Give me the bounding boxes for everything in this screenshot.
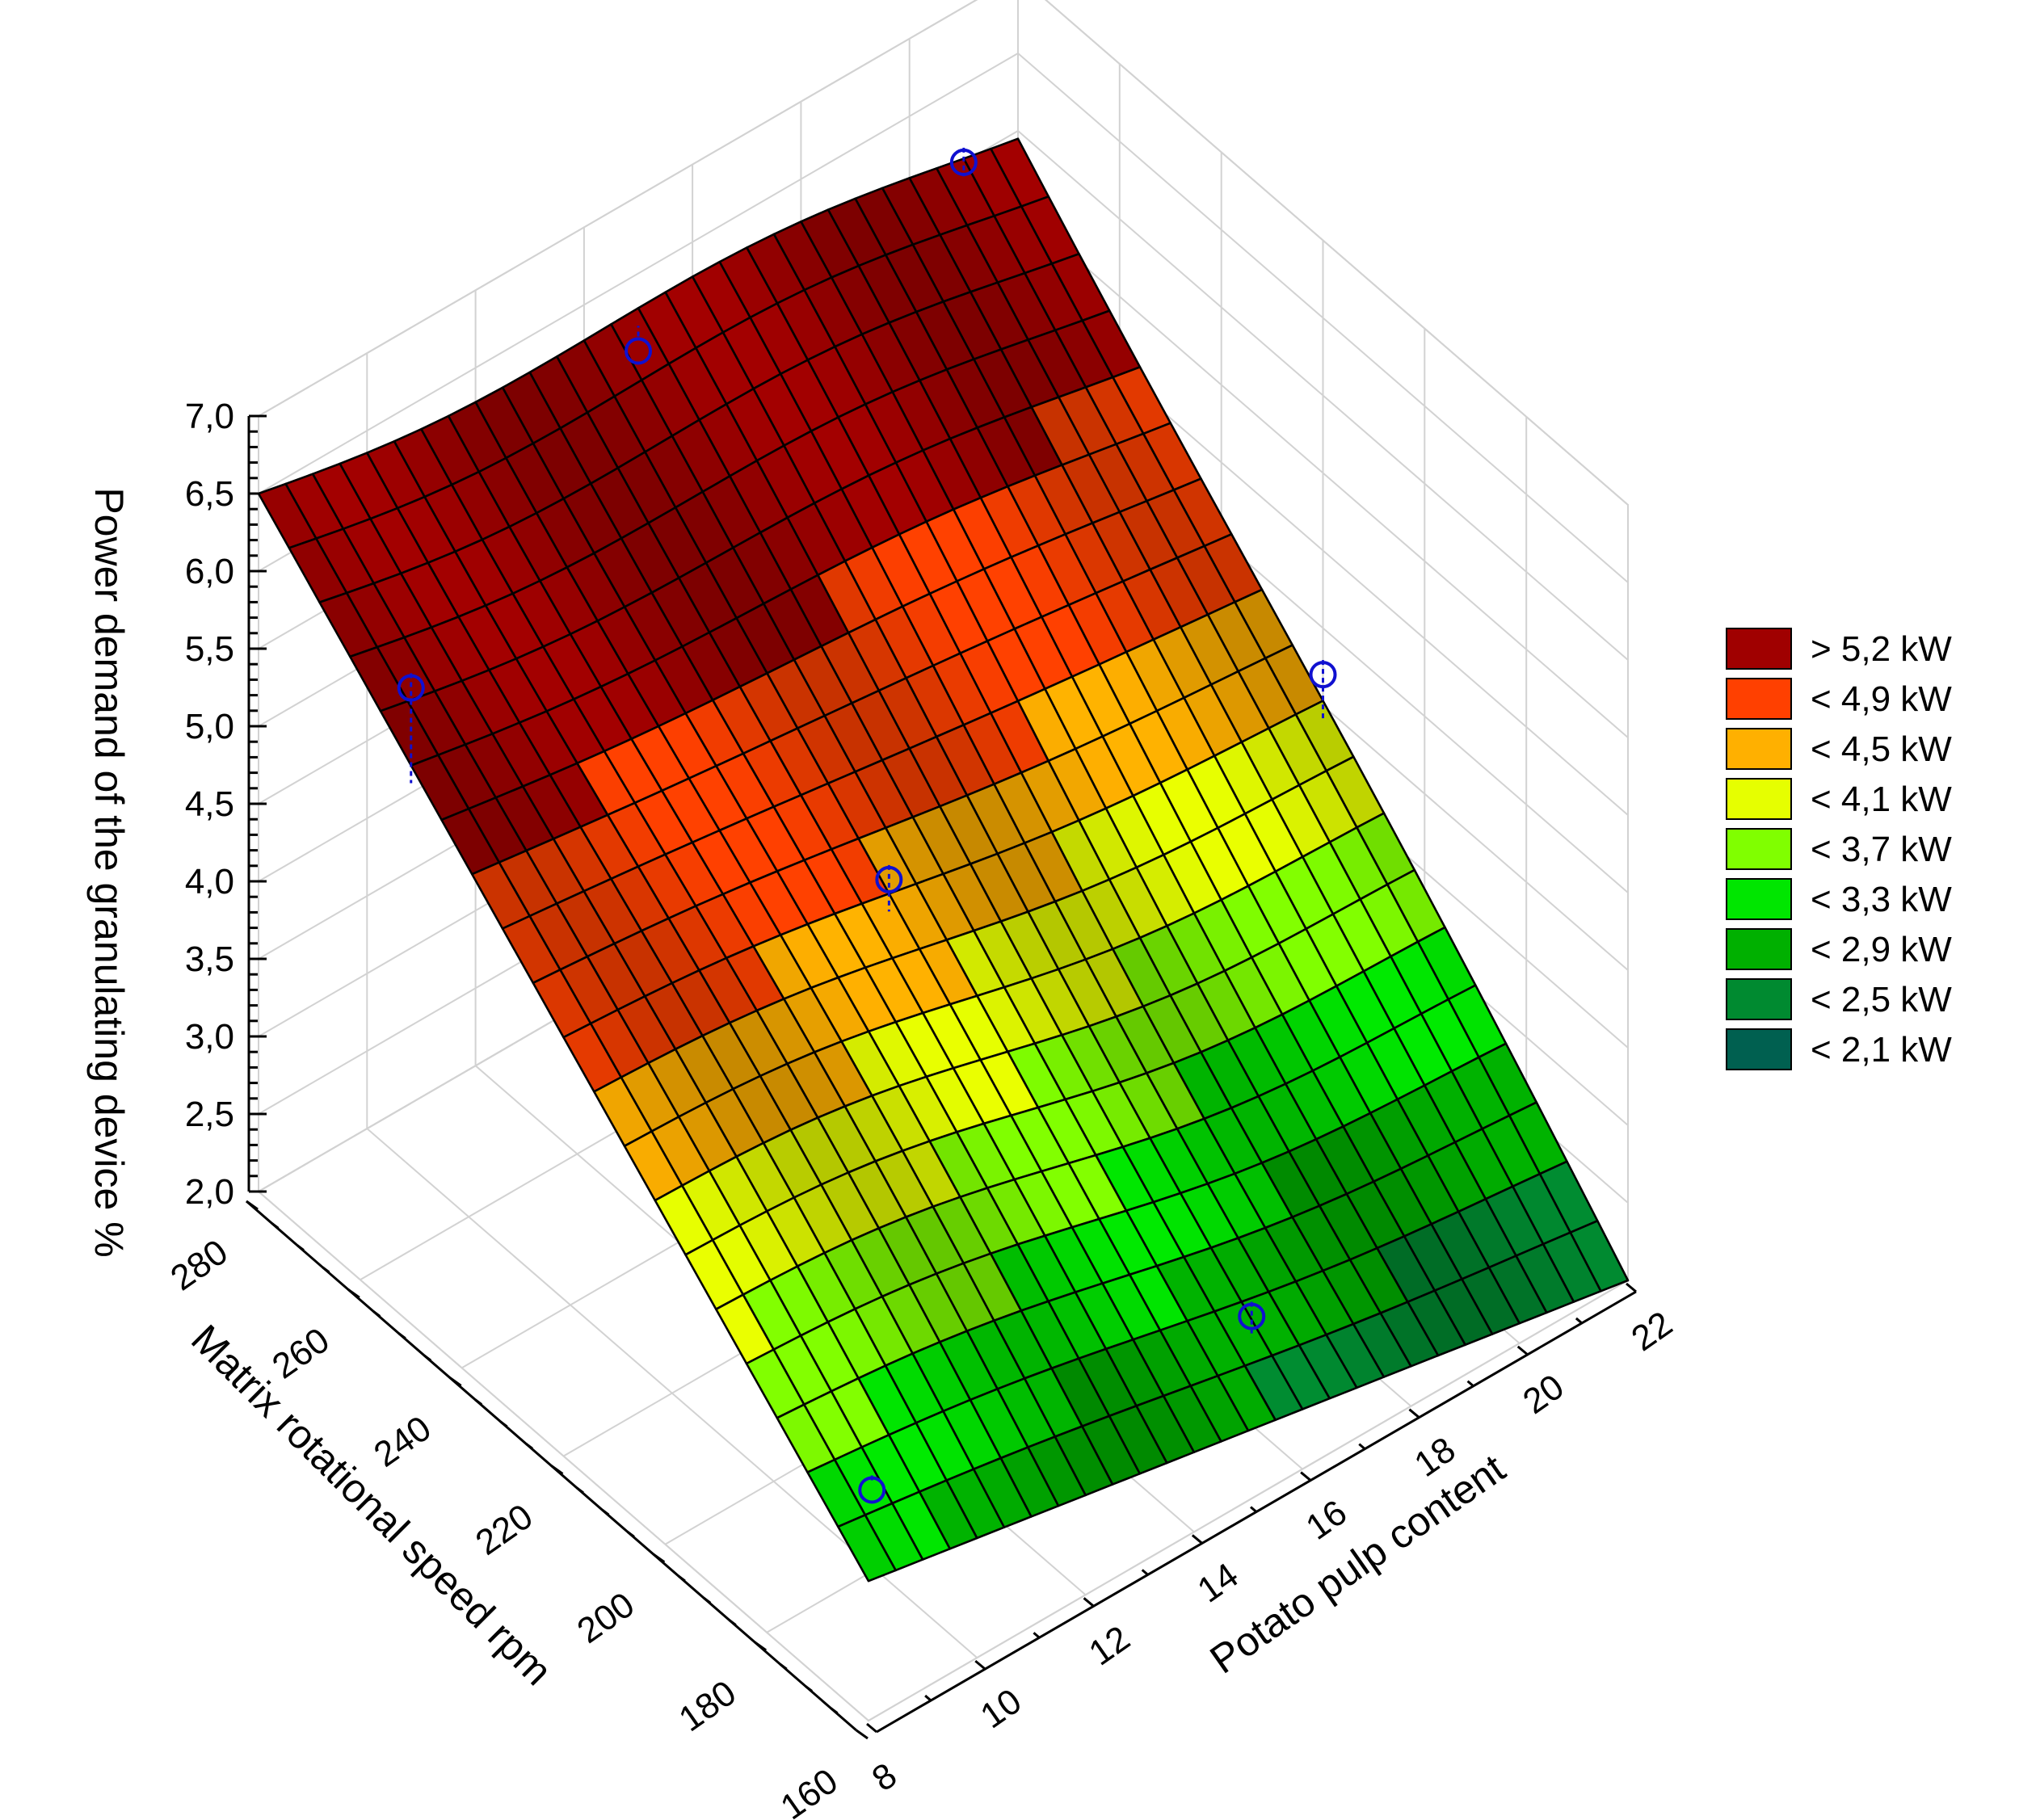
x-tick: [1191, 1534, 1203, 1545]
observed-point: [1309, 661, 1337, 689]
x-minor-tick: [1466, 1380, 1474, 1387]
x-tick-label: 14: [1190, 1555, 1245, 1610]
z-axis-label: Power demand of the granulating device %: [86, 487, 132, 1257]
y-tick-label: 160: [773, 1761, 844, 1820]
x-tick: [1083, 1597, 1095, 1608]
y-tick: [246, 1200, 259, 1211]
y-minor-tick: [397, 1332, 406, 1339]
x-minor-tick: [924, 1694, 932, 1702]
x-tick-label: 16: [1299, 1493, 1354, 1548]
y-tick-label: 180: [672, 1673, 743, 1739]
observed-point: [949, 148, 978, 176]
y-minor-tick: [779, 1662, 788, 1671]
x-tick: [1300, 1471, 1312, 1482]
x-minor-tick: [1250, 1506, 1257, 1513]
z-tick-label: 4,0: [185, 862, 234, 902]
y-minor-tick: [703, 1597, 712, 1604]
legend-label: < 4,5 kW: [1811, 729, 1952, 769]
x-minor-tick: [1141, 1569, 1149, 1576]
z-tick-label: 5,5: [185, 629, 234, 669]
y-tick: [448, 1377, 462, 1387]
legend-swatch: [1726, 778, 1792, 820]
x-tick: [1626, 1282, 1637, 1293]
observed-point: [1238, 1302, 1266, 1330]
x-tick: [1408, 1408, 1420, 1419]
x-tick-label: 12: [1082, 1618, 1137, 1673]
legend-label: < 4,1 kW: [1811, 780, 1952, 819]
surface-cell: [837, 1514, 897, 1583]
z-tick-label: 3,0: [185, 1017, 234, 1057]
y-tick-label: 220: [469, 1497, 540, 1563]
observed-point: [397, 674, 425, 702]
legend-label: < 2,5 kW: [1811, 980, 1952, 1019]
observed-point: [858, 1476, 886, 1504]
x-tick-label: 10: [974, 1681, 1028, 1736]
z-tick-label: 6,5: [185, 474, 234, 514]
x-tick-label: 22: [1625, 1304, 1680, 1359]
legend-label: < 3,3 kW: [1811, 880, 1952, 919]
y-minor-tick: [499, 1420, 508, 1428]
y-minor-tick: [677, 1574, 686, 1583]
x-tick: [866, 1722, 877, 1734]
y-tick: [347, 1288, 360, 1299]
y-minor-tick: [271, 1222, 280, 1229]
y-minor-tick: [805, 1685, 813, 1692]
legend-swatch: [1726, 878, 1792, 920]
y-minor-tick: [474, 1398, 483, 1406]
observed-point: [625, 337, 652, 365]
legend-swatch: [1726, 1028, 1792, 1070]
y-minor-tick: [423, 1354, 432, 1362]
legend-label: < 2,1 kW: [1811, 1030, 1952, 1070]
y-tick: [754, 1641, 768, 1652]
y-tick: [856, 1729, 869, 1740]
y-minor-tick: [576, 1486, 584, 1494]
x-tick-label: 8: [865, 1755, 904, 1799]
legend-swatch: [1726, 978, 1792, 1020]
y-minor-tick: [525, 1443, 533, 1450]
legend-swatch: [1726, 728, 1792, 770]
gridline-z: [258, 0, 1629, 506]
y-minor-tick: [626, 1531, 635, 1538]
y-minor-tick: [297, 1244, 305, 1251]
legend-label: < 3,7 kW: [1811, 830, 1952, 869]
legend-swatch: [1726, 678, 1792, 720]
y-tick: [652, 1553, 666, 1563]
z-tick-label: 2,0: [185, 1172, 234, 1212]
y-minor-tick: [322, 1266, 330, 1274]
z-tick-label: 3,5: [185, 939, 234, 979]
x-tick-label: 20: [1516, 1367, 1571, 1422]
legend-label: < 2,9 kW: [1811, 930, 1952, 969]
z-tick-label: 2,5: [185, 1095, 234, 1134]
y-minor-tick: [830, 1707, 839, 1714]
observed-point: [875, 865, 903, 893]
z-tick-label: 7,0: [185, 397, 234, 436]
y-tick-label: 200: [570, 1585, 641, 1651]
surface-mesh: [257, 137, 1630, 1583]
y-minor-tick: [728, 1619, 737, 1626]
y-minor-tick: [601, 1508, 610, 1516]
legend-swatch: [1726, 628, 1792, 670]
legend-swatch: [1726, 828, 1792, 870]
z-tick-label: 6,0: [185, 552, 234, 591]
x-tick: [1516, 1345, 1529, 1356]
legend-label: > 5,2 kW: [1811, 629, 1952, 669]
x-tick: [974, 1659, 986, 1671]
observed-points: [397, 147, 1337, 1504]
z-tick-label: 5,0: [185, 707, 234, 746]
y-minor-tick: [372, 1310, 381, 1318]
legend: > 5,2 kW < 4,9 kW < 4,5 kW < 4,1 kW < 3,7 kW…: [1726, 628, 1952, 1070]
y-tick-label: 240: [367, 1408, 438, 1474]
x-minor-tick: [1575, 1317, 1583, 1325]
legend-label: < 4,9 kW: [1811, 679, 1952, 719]
y-tick-label: 280: [163, 1232, 234, 1298]
z-tick-label: 4,5: [185, 784, 234, 824]
x-minor-tick: [1358, 1443, 1366, 1450]
y-tick: [550, 1465, 564, 1475]
x-minor-tick: [1033, 1632, 1041, 1639]
legend-swatch: [1726, 928, 1792, 970]
